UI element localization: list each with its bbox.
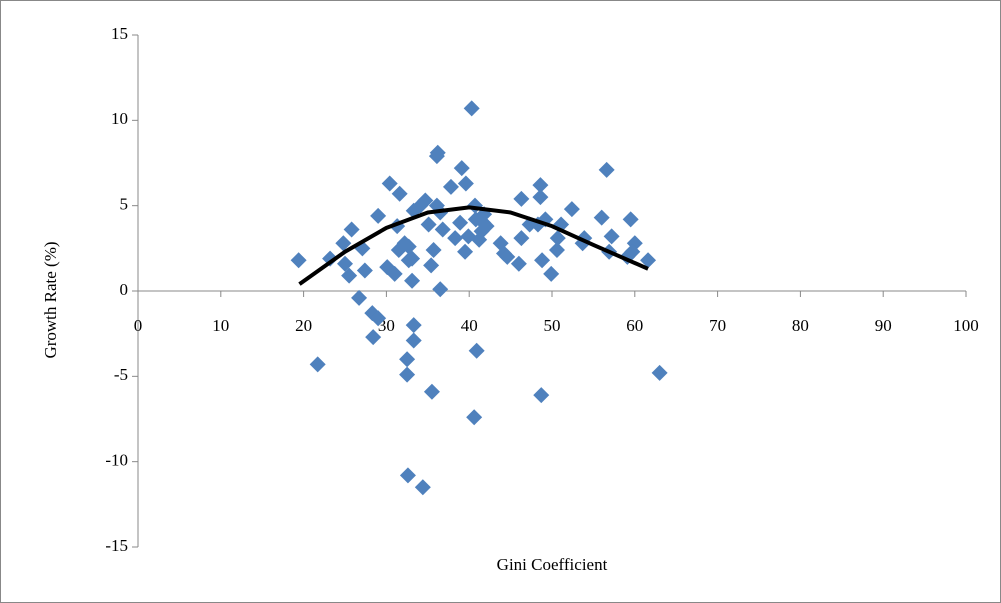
point: [513, 190, 530, 207]
y-tick-label: 5: [120, 195, 129, 214]
x-tick-label: 80: [792, 316, 809, 335]
x-axis-title: Gini Coefficient: [497, 555, 608, 574]
y-axis-title: Growth Rate (%): [41, 241, 60, 358]
point: [434, 221, 451, 238]
point: [343, 221, 360, 238]
x-tick-label: 90: [875, 316, 892, 335]
point: [549, 230, 566, 247]
point: [399, 366, 416, 383]
point: [457, 175, 474, 192]
point: [335, 235, 352, 252]
point: [381, 175, 398, 192]
point: [400, 238, 417, 255]
point: [510, 255, 527, 272]
point: [466, 409, 483, 426]
point: [534, 252, 551, 269]
point: [457, 243, 474, 260]
point: [420, 216, 437, 233]
x-tick-label: 70: [709, 316, 726, 335]
point: [475, 214, 492, 231]
point: [341, 267, 358, 284]
point: [351, 289, 368, 306]
point: [370, 310, 387, 327]
point: [432, 281, 449, 298]
point: [425, 242, 442, 259]
trend-line: [298, 205, 649, 286]
point: [322, 250, 339, 267]
y-tick-label: 10: [111, 109, 128, 128]
point: [423, 257, 440, 274]
y-tick-label: -5: [114, 365, 128, 384]
point: [399, 351, 416, 368]
point: [309, 356, 326, 373]
point: [447, 230, 464, 247]
point: [624, 243, 641, 260]
point: [414, 479, 431, 496]
point: [442, 178, 459, 195]
point: [563, 201, 580, 218]
point: [365, 329, 382, 346]
point: [423, 383, 440, 400]
point: [386, 265, 403, 282]
x-tick-label: 0: [134, 316, 143, 335]
y-tick-label: -15: [105, 536, 128, 555]
x-tick-label: 40: [461, 316, 478, 335]
point: [468, 342, 485, 359]
point: [391, 185, 408, 202]
point: [622, 211, 639, 228]
x-tick-label: 20: [295, 316, 312, 335]
point: [429, 144, 446, 161]
point: [417, 192, 434, 209]
point: [405, 317, 422, 334]
y-tick-label: 15: [111, 24, 128, 43]
point: [463, 100, 480, 117]
point: [404, 250, 421, 267]
x-tick-label: 100: [953, 316, 979, 335]
point: [532, 177, 549, 194]
point: [453, 160, 470, 177]
point: [399, 467, 416, 484]
point: [499, 248, 516, 265]
point: [405, 332, 422, 349]
y-tick-label: 0: [120, 280, 129, 299]
point: [370, 207, 387, 224]
point: [533, 387, 550, 404]
point: [603, 228, 620, 245]
x-tick-label: 50: [544, 316, 561, 335]
point: [548, 242, 565, 259]
point: [356, 262, 373, 279]
x-tick-label: 10: [212, 316, 229, 335]
point: [290, 252, 307, 269]
point: [593, 209, 610, 226]
point: [543, 265, 560, 282]
point: [337, 255, 353, 272]
x-tick-label: 60: [626, 316, 643, 335]
point: [651, 364, 668, 381]
y-tick-label: -10: [105, 451, 128, 470]
point: [404, 272, 421, 289]
point: [640, 252, 657, 269]
point: [598, 161, 615, 178]
point: [532, 189, 549, 206]
point: [452, 214, 469, 231]
point: [513, 230, 530, 247]
